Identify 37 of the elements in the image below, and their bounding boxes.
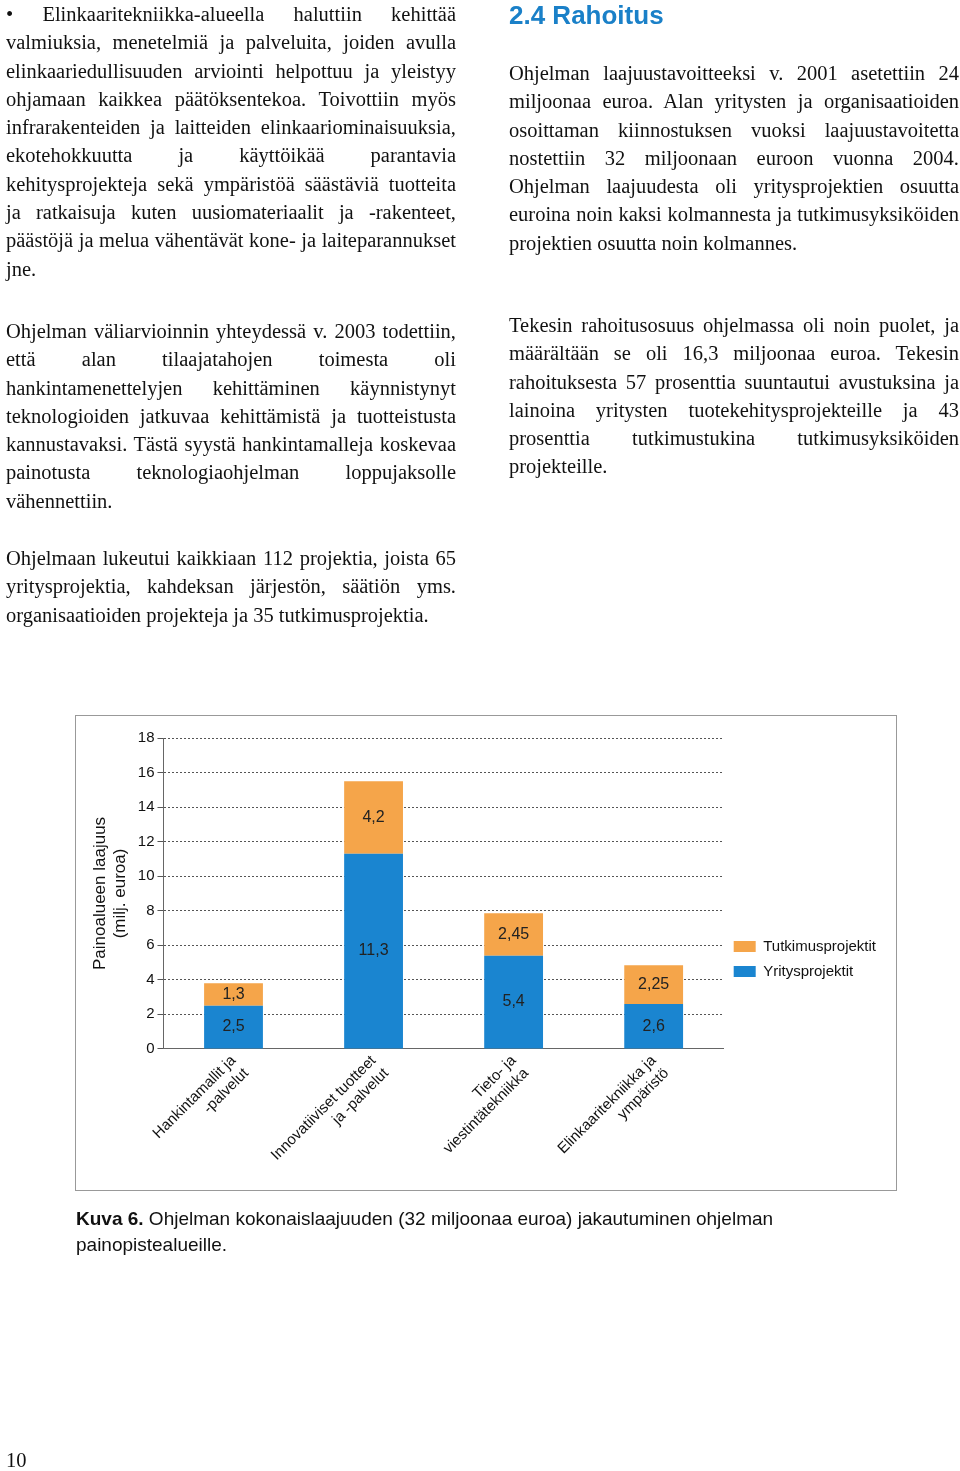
text: Ohjelman väliarvioinnin yhteydessä v. 2003 todettiin, että alan tilaajatahojen toimesta oli hankintamenettelyjen kehittäminen käynnistynyt teknologioiden jatkuvaa kehittämistä ja tuotteistusta kannustavaksi. Tästä syystä hankintamalleja koskevaa painotusta teknologiaohjelman loppujaksolle vähennettiin. bbox=[6, 319, 456, 514]
text: 2.4 Rahoitus bbox=[509, 0, 665, 31]
bar bbox=[624, 1003, 684, 1049]
data-label: 4,2 bbox=[362, 807, 385, 825]
y-tick-label: 10 bbox=[137, 866, 155, 884]
data-label: 2,45 bbox=[498, 924, 530, 942]
y-tick-label: 8 bbox=[146, 900, 155, 918]
y-tick-label: 16 bbox=[137, 762, 155, 780]
y-tick-label: 18 bbox=[137, 728, 155, 746]
text: Kuva 6. Ohjelman kokonaislaajuuden (32 miljoonaa euroa) jakautuminen ohjelman painopistealueille. bbox=[76, 1207, 775, 1257]
y-tick-label: 4 bbox=[146, 969, 155, 987]
data-label: 2,25 bbox=[638, 974, 670, 992]
y-tick-label: 12 bbox=[137, 831, 155, 849]
data-label: 2,5 bbox=[222, 1017, 245, 1035]
bar bbox=[484, 913, 544, 956]
data-label: 2,6 bbox=[642, 1016, 665, 1034]
text: • Elinkaaritekniikka-alueella haluttiin kehittää valmiuksia, menetelmiä ja palveluita, joiden avulla elinkaariedullisuuden arviointi helpottuu ja yleistyy ohjamaan kaikkea päätöksentekoa. Toivottiin myös infrarakenteiden ja laitteiden elinkaariominaisuuksia, ekotehokkuutta ja käyttöikää parantavia kehitysprojekteja sekä ympäristöä säästäviä tuotteita ja ratkaisuja kuten uusiomateriaalit ja -rakenteet, päästöjä ja melua vähentävät kone- ja laiteparannukset jne. bbox=[6, 3, 456, 280]
bar bbox=[624, 965, 684, 1004]
bar bbox=[344, 781, 403, 854]
data-label: 11,3 bbox=[358, 941, 389, 959]
y-tick-label: 6 bbox=[146, 935, 155, 953]
data-label: 5,4 bbox=[502, 992, 525, 1010]
y-tick-label: 0 bbox=[146, 1039, 155, 1057]
legend-label: Tutkimusprojektit bbox=[763, 936, 877, 954]
y-tick-label: 14 bbox=[137, 797, 155, 815]
bar bbox=[484, 955, 544, 1049]
bar bbox=[204, 1005, 263, 1049]
y-tick-label: 2 bbox=[146, 1004, 155, 1022]
text: Tekesin rahoitusosuus ohjelmassa oli noin puolet, ja määrältään se oli 16,3 miljoonaa euroa. Tekesin rahoituksesta 57 prosenttia suuntautui avustuksina ja lainoina yritysten tuotekehitysprojekteille ja 43 prosenttia tutkimustukina tutkimusyksiköiden projekteille. bbox=[509, 313, 959, 480]
text: Ohjelmaan lukeutui kaikkiaan 112 projektia, joista 65 yritysprojektia, kahdeksan järjestön, säätiön yms. organisaatioiden projekteja ja 35 tutkimusprojektia. bbox=[6, 546, 456, 629]
bar bbox=[204, 983, 263, 1006]
text: Ohjelman laajuustavoitteeksi v. 2001 asetettiin 24 miljoonaa euroa. Alan yritysten ja organisaatioiden osoittaman kiinnostuksen vuoksi laajuustavoitetta nostettiin 32 miljoonaan euroon vuonna 2004. Ohjelman laajuudesta oli yritysprojektien osuutta euroina noin kaksi kolmannesta ja tutkimusyksiköiden projektien osuutta noin kolmannes. bbox=[509, 61, 959, 257]
y-axis-title: Painoalueen laajuus (milj. euroa) bbox=[89, 816, 130, 971]
bar bbox=[344, 853, 403, 1049]
text: 10 bbox=[6, 1448, 28, 1471]
data-label: 1,3 bbox=[222, 984, 245, 1002]
legend-label: Yritysprojektit bbox=[763, 961, 855, 979]
